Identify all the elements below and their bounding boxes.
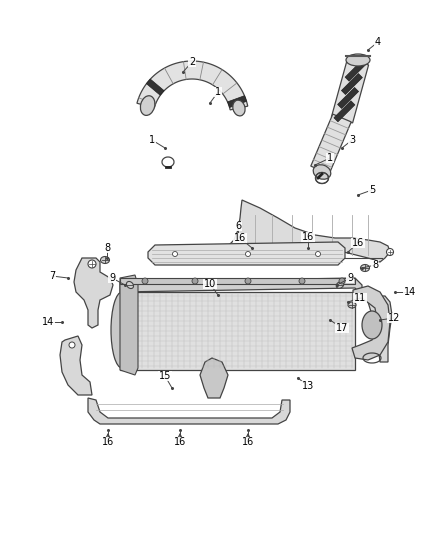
Circle shape	[299, 278, 305, 284]
Text: 1: 1	[215, 87, 221, 97]
Text: 4: 4	[375, 37, 381, 47]
Bar	[120, 278, 355, 284]
Text: 16: 16	[302, 232, 314, 242]
Text: 15: 15	[159, 371, 171, 381]
Polygon shape	[334, 101, 355, 122]
Circle shape	[315, 252, 321, 256]
Text: 8: 8	[104, 243, 110, 253]
Text: 2: 2	[189, 57, 195, 67]
Bar	[120, 292, 355, 370]
Text: 14: 14	[42, 317, 54, 327]
Circle shape	[88, 260, 96, 268]
Text: 8: 8	[372, 260, 378, 270]
Text: 12: 12	[388, 313, 400, 323]
Polygon shape	[311, 114, 351, 174]
Polygon shape	[352, 286, 390, 360]
Polygon shape	[146, 79, 164, 95]
Text: 10: 10	[204, 279, 216, 289]
Text: 11: 11	[354, 293, 366, 303]
Text: 3: 3	[349, 135, 355, 145]
Ellipse shape	[141, 96, 155, 116]
Ellipse shape	[336, 282, 344, 288]
Ellipse shape	[100, 256, 110, 263]
Polygon shape	[200, 358, 228, 398]
Circle shape	[245, 278, 251, 284]
Polygon shape	[60, 336, 92, 395]
Text: 14: 14	[404, 287, 416, 297]
Circle shape	[339, 278, 345, 284]
Polygon shape	[88, 398, 290, 424]
Polygon shape	[74, 258, 113, 328]
Circle shape	[142, 278, 148, 284]
Polygon shape	[120, 278, 362, 295]
Text: 17: 17	[336, 323, 348, 333]
Ellipse shape	[348, 302, 356, 308]
Ellipse shape	[127, 281, 134, 288]
Text: 7: 7	[49, 271, 55, 281]
Circle shape	[246, 252, 251, 256]
Polygon shape	[120, 275, 138, 375]
Polygon shape	[338, 87, 359, 108]
Polygon shape	[345, 60, 366, 81]
Text: 6: 6	[235, 221, 241, 231]
Circle shape	[192, 278, 198, 284]
Polygon shape	[332, 59, 369, 123]
Polygon shape	[137, 61, 248, 110]
Ellipse shape	[360, 264, 370, 271]
Ellipse shape	[111, 292, 133, 368]
Text: 13: 13	[302, 381, 314, 391]
Polygon shape	[228, 200, 390, 262]
Polygon shape	[228, 96, 247, 108]
Text: 1: 1	[149, 135, 155, 145]
Text: 5: 5	[369, 185, 375, 195]
Text: 9: 9	[109, 273, 115, 283]
Text: 1: 1	[327, 153, 333, 163]
Circle shape	[69, 342, 75, 348]
Circle shape	[173, 252, 177, 256]
Text: 16: 16	[234, 233, 246, 243]
Circle shape	[376, 298, 384, 306]
Ellipse shape	[362, 311, 382, 339]
Text: 16: 16	[352, 238, 364, 248]
Text: 16: 16	[174, 437, 186, 447]
Text: 16: 16	[102, 437, 114, 447]
Text: 9: 9	[347, 273, 353, 283]
Polygon shape	[148, 242, 345, 265]
Text: 16: 16	[242, 437, 254, 447]
Circle shape	[386, 248, 393, 255]
Ellipse shape	[346, 54, 370, 66]
Polygon shape	[342, 74, 362, 94]
Ellipse shape	[233, 100, 245, 116]
Ellipse shape	[313, 165, 331, 179]
Polygon shape	[368, 296, 392, 362]
